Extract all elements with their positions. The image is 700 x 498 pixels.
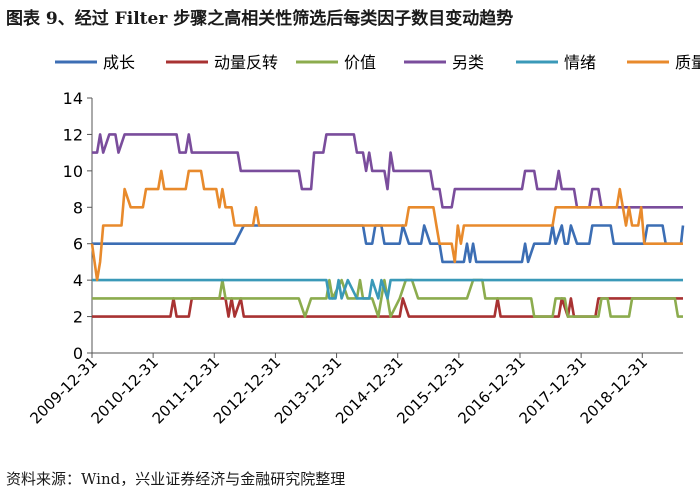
legend-label: 情绪 xyxy=(564,53,596,72)
y-tick-label: 10 xyxy=(63,162,83,181)
y-tick-label: 8 xyxy=(73,198,83,217)
line-chart: 成长 动量反转 价值 另类 情绪 质量 024681012142009-12-312010… xyxy=(26,53,700,427)
series-line-另类 xyxy=(92,133,683,209)
legend-label: 另类 xyxy=(452,53,484,72)
legend-label: 动量反转 xyxy=(214,53,278,72)
chart-title: 图表 9、经过 Filter 步骤之高相关性筛选后每类因子数目变动趋势 xyxy=(6,9,514,29)
legend-label: 成长 xyxy=(103,53,135,72)
y-tick-label: 0 xyxy=(73,344,83,363)
y-tick-label: 12 xyxy=(63,125,83,144)
series-line-动量反转 xyxy=(92,297,683,318)
y-tick-label: 14 xyxy=(63,89,83,108)
chart-series xyxy=(90,133,685,318)
series-line-情绪 xyxy=(92,278,683,300)
chart-legend: 成长 动量反转 价值 另类 情绪 质量 xyxy=(55,53,700,72)
series-line-成长 xyxy=(92,224,685,264)
source-note: 资料来源：Wind，兴业证券经济与金融研究院整理 xyxy=(6,470,346,488)
legend-label: 价值 xyxy=(344,53,376,72)
y-tick-label: 6 xyxy=(73,235,83,254)
y-tick-label: 4 xyxy=(73,271,83,290)
series-line-质量 xyxy=(90,169,683,282)
legend-label: 质量 xyxy=(675,53,700,72)
y-tick-label: 2 xyxy=(73,308,83,327)
